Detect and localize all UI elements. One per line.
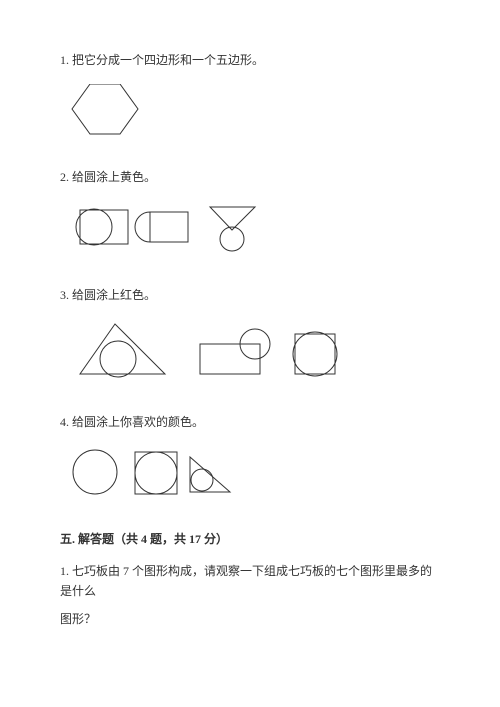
- question-3-figure: [70, 319, 440, 384]
- hexagon-icon: [70, 84, 150, 139]
- question-2: 2. 给圆涂上黄色。: [60, 167, 440, 256]
- page-content: 1. 把它分成一个四边形和一个五边形。 2. 给圆涂上黄色。 3. 给圆涂上红色…: [0, 0, 500, 674]
- question-3: 3. 给圆涂上红色。: [60, 285, 440, 384]
- shapes-row-icon: [70, 447, 245, 502]
- question-2-figure: [70, 202, 440, 257]
- section-5-heading: 五. 解答题（共 4 题，共 17 分）: [60, 530, 440, 547]
- question-3-text: 3. 给圆涂上红色。: [60, 285, 440, 305]
- section-5-q1-line1: 1. 七巧板由 7 个图形构成，请观察一下组成七巧板的七个图形里最多的是什么: [60, 561, 440, 602]
- shapes-row-icon: [70, 202, 270, 257]
- question-4-figure: [70, 447, 440, 502]
- question-1-text: 1. 把它分成一个四边形和一个五边形。: [60, 50, 440, 70]
- question-1-figure: [70, 84, 440, 139]
- question-4: 4. 给圆涂上你喜欢的颜色。: [60, 412, 440, 501]
- question-4-text: 4. 给圆涂上你喜欢的颜色。: [60, 412, 440, 432]
- question-2-text: 2. 给圆涂上黄色。: [60, 167, 440, 187]
- section-5-q1-line2: 图形？: [60, 609, 440, 629]
- question-1: 1. 把它分成一个四边形和一个五边形。: [60, 50, 440, 139]
- shapes-row-icon: [70, 319, 350, 384]
- section-5-question-1: 1. 七巧板由 7 个图形构成，请观察一下组成七巧板的七个图形里最多的是什么 图…: [60, 561, 440, 630]
